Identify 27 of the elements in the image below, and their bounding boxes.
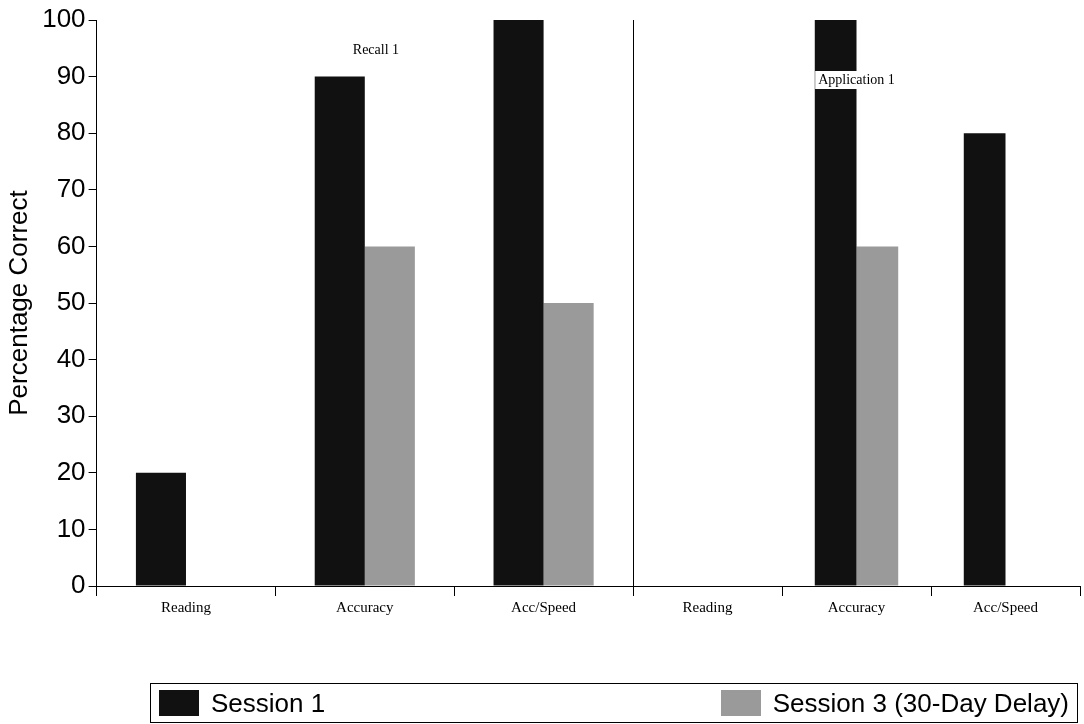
y-tick-label: 80	[56, 116, 86, 147]
x-tick-label: Accuracy	[827, 598, 886, 615]
x-tick-label: Acc/Speed	[511, 598, 577, 615]
x-tick-label: Accuracy	[336, 598, 395, 615]
legend-label: Session 3 (30-Day Delay)	[772, 687, 1069, 719]
y-axis-title: Percentage Correct	[2, 189, 33, 416]
y-tick-label: 0	[71, 569, 86, 600]
legend-label: Session 1	[211, 687, 326, 719]
y-tick-label: 90	[56, 59, 86, 90]
y-tick-label: 30	[56, 399, 86, 430]
bar	[314, 76, 365, 586]
bar	[135, 472, 186, 586]
y-tick-label: 70	[56, 172, 86, 203]
annotation: Recall 1	[352, 41, 400, 57]
x-tick-label: Acc/Speed	[973, 598, 1039, 615]
x-tick-label: Reading	[160, 598, 212, 615]
annotation: Application 1	[818, 71, 895, 87]
y-tick-label: 60	[56, 229, 86, 260]
y-tick-label: 20	[56, 455, 86, 486]
bar	[543, 303, 594, 586]
x-tick-label: Reading	[682, 598, 733, 615]
bar	[493, 20, 544, 586]
y-tick-label: 10	[56, 512, 86, 543]
bar	[364, 246, 415, 586]
y-tick-label: 40	[56, 342, 86, 373]
y-tick-label: 100	[42, 3, 86, 34]
y-tick-label: 50	[56, 286, 86, 317]
